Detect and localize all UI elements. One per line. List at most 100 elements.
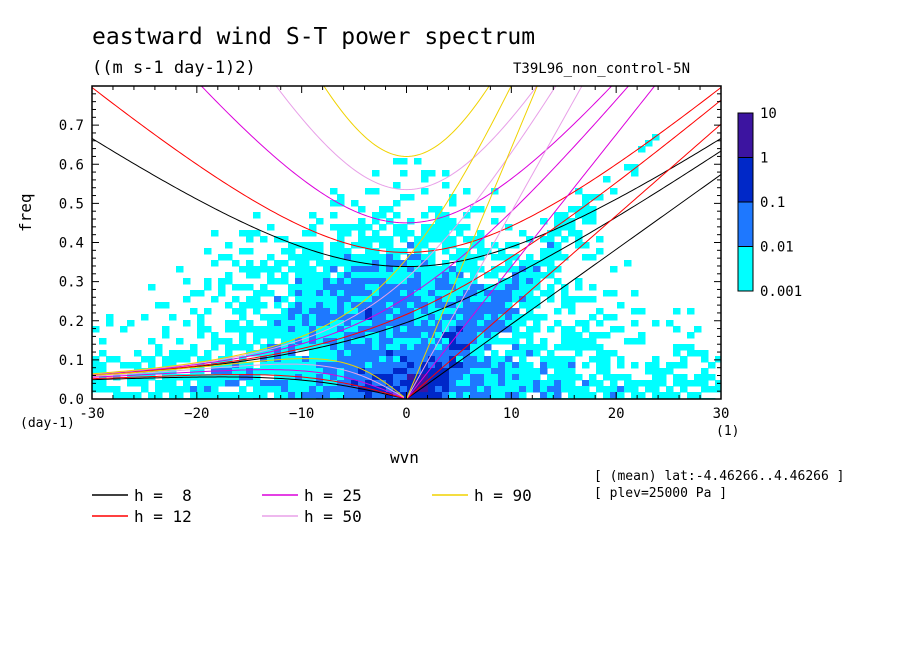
heatmap-cell [491, 380, 499, 387]
heatmap-cell [526, 380, 534, 387]
heatmap-cell [351, 284, 359, 291]
heatmap-cell [330, 332, 338, 339]
heatmap-cell [526, 296, 534, 303]
heatmap-cell [449, 320, 457, 327]
heatmap-cell [449, 224, 457, 231]
heatmap-cell [288, 314, 296, 321]
heatmap-cell [281, 320, 289, 327]
heatmap-cell [561, 380, 569, 387]
heatmap-cell [393, 212, 401, 219]
heatmap-cell [484, 392, 492, 399]
heatmap-cell [358, 332, 366, 339]
heatmap-cell [540, 338, 548, 345]
heatmap-cell [323, 344, 331, 351]
heatmap-cell [491, 326, 499, 333]
heatmap-cell [470, 320, 478, 327]
heatmap-cell [190, 344, 198, 351]
heatmap-cell [456, 392, 464, 399]
heatmap-cell [463, 188, 471, 195]
heatmap-cell [547, 266, 555, 273]
heatmap-cell [470, 350, 478, 357]
heatmap-cell [617, 356, 625, 363]
heatmap-cell [400, 278, 408, 285]
heatmap-cell [498, 362, 506, 369]
heatmap-cell [449, 356, 457, 363]
heatmap-cell [659, 392, 667, 399]
heatmap-cell [442, 314, 450, 321]
heatmap-cell [372, 338, 380, 345]
heatmap-cell [596, 344, 604, 351]
heatmap-cell [414, 284, 422, 291]
heatmap-cell [309, 392, 317, 399]
heatmap-cell [407, 242, 415, 249]
heatmap-cell [575, 284, 583, 291]
heatmap-cell [211, 380, 219, 387]
heatmap-cell [512, 374, 520, 381]
heatmap-cell [323, 320, 331, 327]
heatmap-cell [512, 266, 520, 273]
heatmap-cell [344, 326, 352, 333]
heatmap-cell [645, 380, 653, 387]
heatmap-cell [365, 248, 373, 255]
heatmap-cell [183, 356, 191, 363]
heatmap-cell [386, 380, 394, 387]
heatmap-cell [603, 362, 611, 369]
heatmap-cell [645, 386, 653, 393]
heatmap-cell [316, 248, 324, 255]
chart-subtitle: ((m s-1 day-1)2) [92, 58, 256, 78]
heatmap-cell [379, 236, 387, 243]
heatmap-cell [470, 290, 478, 297]
heatmap-cell [309, 380, 317, 387]
heatmap-cell [358, 392, 366, 399]
heatmap-cell [505, 386, 513, 393]
heatmap-cell [617, 302, 625, 309]
heatmap-cell [533, 374, 541, 381]
heatmap-cell [498, 206, 506, 213]
heatmap-cell [309, 368, 317, 375]
heatmap-cell [596, 332, 604, 339]
heatmap-cell [379, 212, 387, 219]
heatmap-cell [260, 236, 268, 243]
heatmap-cell [652, 392, 660, 399]
heatmap-cell [393, 290, 401, 297]
heatmap-cell [127, 320, 135, 327]
heatmap-cell [421, 344, 429, 351]
heatmap-cell [680, 386, 688, 393]
heatmap-cell [505, 296, 513, 303]
heatmap-cell [610, 290, 618, 297]
heatmap-cell [162, 332, 170, 339]
heatmap-cell [379, 368, 387, 375]
heatmap-cell [267, 290, 275, 297]
heatmap-cell [267, 362, 275, 369]
heatmap-cell [239, 308, 247, 315]
heatmap-cell [512, 326, 520, 333]
heatmap-cell [526, 284, 534, 291]
heatmap-cell [561, 224, 569, 231]
heatmap-cell [379, 320, 387, 327]
heatmap-cell [463, 260, 471, 267]
heatmap-cell [386, 242, 394, 249]
heatmap-cell [680, 374, 688, 381]
heatmap-cell [134, 350, 142, 357]
heatmap-cell [372, 332, 380, 339]
heatmap-cell [533, 380, 541, 387]
heatmap-cell [365, 368, 373, 375]
heatmap-cell [323, 284, 331, 291]
heatmap-cell [99, 362, 107, 369]
heatmap-cell [400, 248, 408, 255]
heatmap-cell [218, 278, 226, 285]
heatmap-cell [365, 320, 373, 327]
heatmap-cell [253, 302, 261, 309]
heatmap-cell [225, 380, 233, 387]
heatmap-cell [540, 368, 548, 375]
heatmap-cell [435, 350, 443, 357]
heatmap-cell [295, 332, 303, 339]
heatmap-cell [393, 380, 401, 387]
heatmap-cell [519, 374, 527, 381]
heatmap-cell [442, 170, 450, 177]
heatmap-cell [582, 242, 590, 249]
heatmap-cell [113, 386, 121, 393]
heatmap-cell [267, 356, 275, 363]
heatmap-cell [652, 356, 660, 363]
heatmap-cell [309, 302, 317, 309]
